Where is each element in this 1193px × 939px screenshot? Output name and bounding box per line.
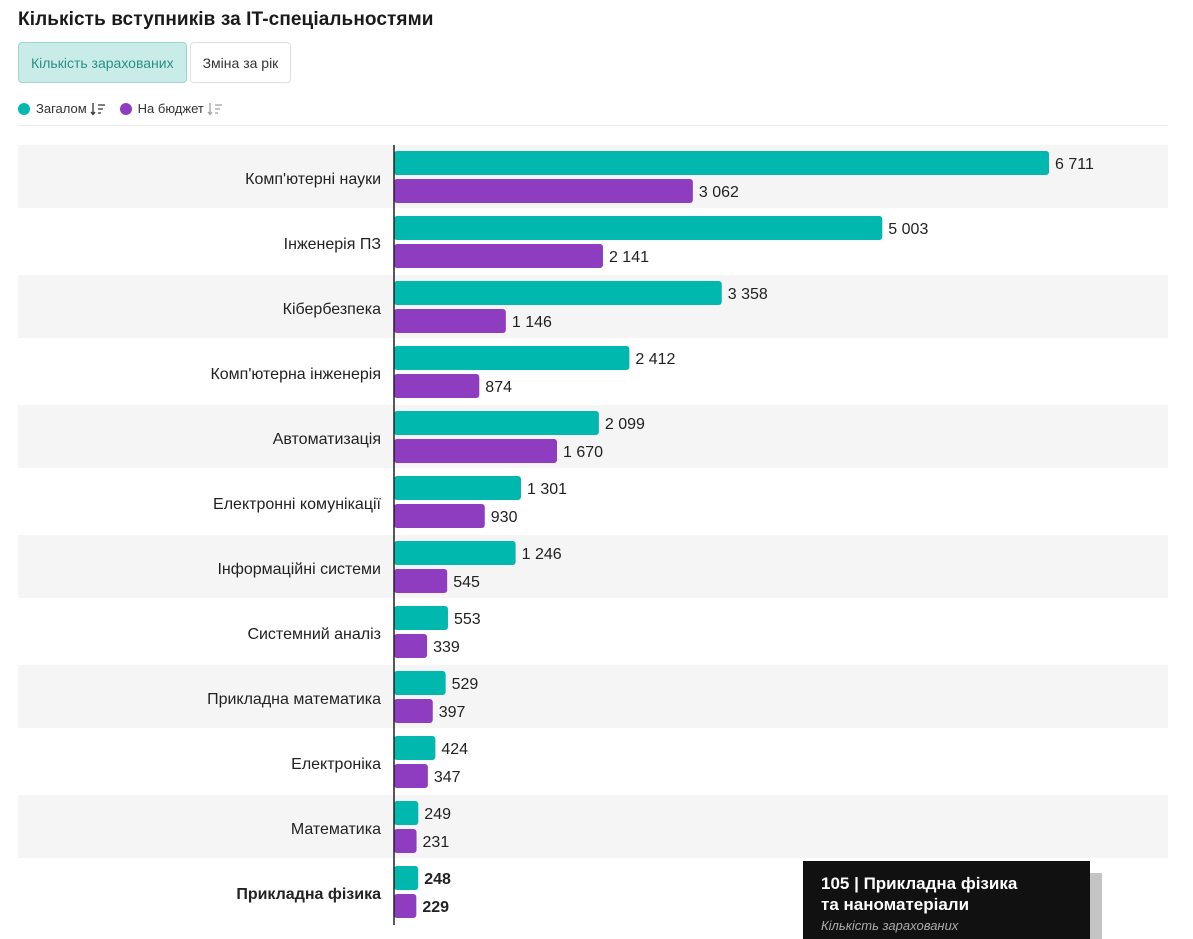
legend: Загалом На бюджет bbox=[18, 101, 237, 116]
data-label: 1 301 bbox=[527, 481, 567, 498]
bar-budget[interactable] bbox=[394, 309, 506, 333]
category-label[interactable]: Системний аналіз bbox=[247, 626, 381, 643]
data-label: 397 bbox=[439, 704, 466, 721]
data-label: 339 bbox=[433, 639, 460, 656]
data-label: 2 099 bbox=[605, 416, 645, 433]
sort-desc-icon[interactable] bbox=[207, 102, 223, 116]
bar-budget[interactable] bbox=[394, 244, 603, 268]
legend-item-budget[interactable]: На бюджет bbox=[119, 101, 223, 116]
legend-budget-dot bbox=[119, 102, 132, 115]
data-label: 231 bbox=[423, 834, 450, 851]
bar-budget[interactable] bbox=[394, 764, 428, 788]
data-label: 1 246 bbox=[522, 546, 562, 563]
tab-enrolled-count[interactable]: Кількість зарахованих bbox=[18, 42, 187, 83]
category-label[interactable]: Кібербезпека bbox=[283, 301, 381, 318]
bar-budget[interactable] bbox=[394, 894, 417, 918]
bar-total[interactable] bbox=[394, 736, 436, 760]
data-label: 1 670 bbox=[563, 444, 603, 461]
bar-total[interactable] bbox=[394, 671, 446, 695]
legend-total-label: Загалом bbox=[36, 101, 87, 116]
bar-total[interactable] bbox=[394, 801, 419, 825]
data-label: 930 bbox=[491, 509, 518, 526]
data-label: 248 bbox=[424, 871, 451, 888]
bar-budget[interactable] bbox=[394, 374, 480, 398]
category-label[interactable]: Прикладна фізика bbox=[236, 886, 381, 903]
chart-title: Кількість вступників за IT-спеціальностя… bbox=[18, 9, 434, 30]
category-label[interactable]: Комп'ютерна інженерія bbox=[210, 366, 381, 383]
bar-total[interactable] bbox=[394, 346, 630, 370]
bar-budget[interactable] bbox=[394, 634, 428, 658]
bar-budget[interactable] bbox=[394, 439, 557, 463]
bar-total[interactable] bbox=[394, 216, 883, 240]
scrollbar[interactable] bbox=[1090, 873, 1102, 939]
bar-budget[interactable] bbox=[394, 569, 448, 593]
data-label: 347 bbox=[434, 769, 461, 786]
data-label: 874 bbox=[485, 379, 512, 396]
bar-budget[interactable] bbox=[394, 504, 485, 528]
tooltip-title-line1: 105 | Прикладна фізика bbox=[821, 874, 1018, 893]
data-label: 5 003 bbox=[888, 221, 928, 238]
legend-budget-label: На бюджет bbox=[137, 101, 204, 116]
data-label: 229 bbox=[422, 899, 449, 916]
data-label: 1 146 bbox=[512, 314, 552, 331]
bar-budget[interactable] bbox=[394, 179, 693, 203]
data-label: 3 358 bbox=[728, 286, 768, 303]
bar-total[interactable] bbox=[394, 151, 1049, 175]
bar-total[interactable] bbox=[394, 411, 599, 435]
data-label: 2 412 bbox=[635, 351, 675, 368]
category-label[interactable]: Комп'ютерні науки bbox=[245, 171, 381, 188]
data-label: 529 bbox=[452, 676, 479, 693]
bar-total[interactable] bbox=[394, 606, 448, 630]
bar-total[interactable] bbox=[394, 541, 516, 565]
legend-divider bbox=[18, 125, 1168, 126]
category-label[interactable]: Електронні комунікації bbox=[213, 496, 382, 513]
data-label: 424 bbox=[441, 741, 468, 758]
category-label[interactable]: Прикладна математика bbox=[207, 691, 381, 708]
category-label[interactable]: Математика bbox=[291, 821, 381, 838]
tooltip-subtitle: Кількість зарахованих bbox=[821, 918, 959, 933]
legend-total-dot bbox=[18, 102, 30, 115]
bar-total[interactable] bbox=[394, 866, 419, 890]
data-label: 3 062 bbox=[699, 184, 739, 201]
category-label[interactable]: Електроніка bbox=[291, 756, 381, 773]
bar-total[interactable] bbox=[394, 281, 722, 305]
bar-budget[interactable] bbox=[394, 829, 417, 853]
row-background bbox=[18, 795, 1168, 858]
row-background bbox=[18, 535, 1168, 598]
category-label[interactable]: Інформаційні системи bbox=[217, 561, 381, 578]
legend-item-total[interactable]: Загалом bbox=[18, 101, 106, 116]
data-label: 249 bbox=[424, 806, 451, 823]
view-tabs: Кількість зарахованих Зміна за рік bbox=[18, 42, 294, 83]
category-label[interactable]: Автоматизація bbox=[273, 431, 381, 448]
category-label[interactable]: Інженерія ПЗ bbox=[284, 236, 381, 253]
data-label: 545 bbox=[453, 574, 480, 591]
bar-budget[interactable] bbox=[394, 699, 433, 723]
bar-total[interactable] bbox=[394, 476, 521, 500]
tooltip: 105 | Прикладна фізика та наноматеріали … bbox=[803, 861, 1090, 939]
tab-yearly-change[interactable]: Зміна за рік bbox=[189, 42, 292, 83]
row-background bbox=[18, 665, 1168, 728]
sort-desc-icon[interactable] bbox=[90, 102, 106, 116]
tooltip-title-line2: та наноматеріали bbox=[821, 895, 970, 914]
data-label: 6 711 bbox=[1055, 156, 1094, 173]
data-label: 553 bbox=[454, 611, 481, 628]
data-label: 2 141 bbox=[609, 249, 649, 266]
